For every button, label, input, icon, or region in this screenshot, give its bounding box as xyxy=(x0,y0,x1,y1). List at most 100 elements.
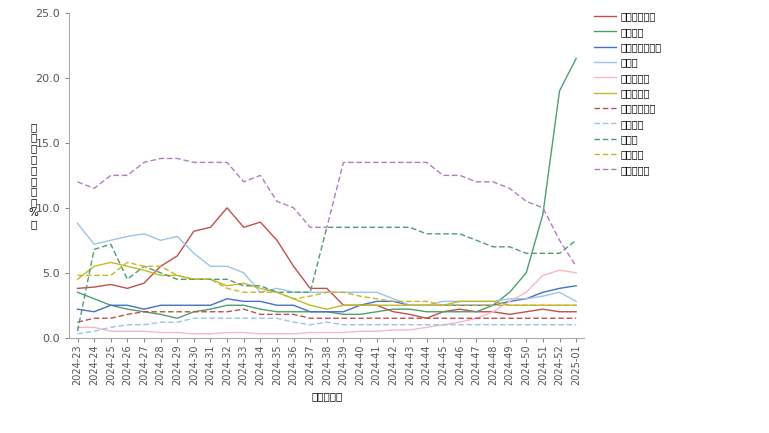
新型冠状病毒 xyxy=(73,286,82,291)
肺炎支原体 xyxy=(89,186,98,191)
普通冠状病毒 xyxy=(106,316,115,321)
流感病毒 xyxy=(272,309,281,314)
流感病毒 xyxy=(189,309,198,314)
新型冠状病毒 xyxy=(272,238,281,243)
副流感病毒 xyxy=(139,268,148,273)
肺炎支原体 xyxy=(521,199,531,204)
人偏肺病毒 xyxy=(189,331,198,336)
鼻病毒 xyxy=(123,277,132,282)
呼吸道合胞病毒 xyxy=(289,303,298,308)
博卡病毒 xyxy=(538,322,548,327)
腺病毒 xyxy=(438,299,448,304)
呼吸道合胞病毒 xyxy=(505,299,514,304)
肺炎支原体 xyxy=(372,160,381,165)
肠道病毒 xyxy=(355,294,365,299)
副流感病毒 xyxy=(521,303,531,308)
新型冠状病毒 xyxy=(455,307,464,312)
博卡病毒 xyxy=(571,322,581,327)
人偏肺病毒 xyxy=(206,331,215,336)
Line: 肺炎支原体: 肺炎支原体 xyxy=(78,158,576,266)
人偏肺病毒 xyxy=(472,316,481,321)
流感病毒 xyxy=(372,309,381,314)
副流感病毒 xyxy=(538,303,548,308)
肠道病毒 xyxy=(106,273,115,278)
腺病毒 xyxy=(355,290,365,295)
博卡病毒 xyxy=(438,322,448,327)
呼吸道合胞病毒 xyxy=(555,286,564,291)
肺炎支原体 xyxy=(256,173,265,178)
流感病毒 xyxy=(139,309,148,314)
腺病毒 xyxy=(73,221,82,226)
腺病毒 xyxy=(472,299,481,304)
人偏肺病毒 xyxy=(372,329,381,334)
Text: 核
酸
检
测
阳
性
率
（
%
）: 核 酸 检 测 阳 性 率 （ % ） xyxy=(28,122,38,229)
鼻病毒 xyxy=(521,251,531,256)
人偏肺病毒 xyxy=(339,330,348,335)
流感病毒 xyxy=(106,303,115,308)
普通冠状病毒 xyxy=(538,316,548,321)
博卡病毒 xyxy=(239,316,248,321)
人偏肺病毒 xyxy=(538,273,548,278)
腺病毒 xyxy=(488,299,498,304)
呼吸道合胞病毒 xyxy=(222,296,231,301)
副流感病毒 xyxy=(89,264,98,269)
呼吸道合胞病毒 xyxy=(156,303,165,308)
肺炎支原体 xyxy=(172,156,181,161)
呼吸道合胞病毒 xyxy=(438,303,448,308)
肺炎支原体 xyxy=(73,179,82,184)
腺病毒 xyxy=(89,242,98,247)
流感病毒 xyxy=(222,303,231,308)
博卡病毒 xyxy=(305,322,315,327)
腺病毒 xyxy=(289,290,298,295)
人偏肺病毒 xyxy=(305,330,315,335)
呼吸道合胞病毒 xyxy=(272,303,281,308)
肠道病毒 xyxy=(189,277,198,282)
腺病毒 xyxy=(256,290,265,295)
人偏肺病毒 xyxy=(455,320,464,325)
肠道病毒 xyxy=(405,299,414,304)
新型冠状病毒 xyxy=(488,309,498,314)
博卡病毒 xyxy=(272,316,281,321)
新型冠状病毒 xyxy=(521,309,531,314)
肠道病毒 xyxy=(322,290,331,295)
流感病毒 xyxy=(289,309,298,314)
肺炎支原体 xyxy=(339,160,348,165)
普通冠状病毒 xyxy=(355,316,365,321)
普通冠状病毒 xyxy=(422,316,431,321)
新型冠状病毒 xyxy=(505,312,514,317)
腺病毒 xyxy=(455,299,464,304)
新型冠状病毒 xyxy=(438,309,448,314)
流感病毒 xyxy=(172,316,181,321)
博卡病毒 xyxy=(189,316,198,321)
普通冠状病毒 xyxy=(339,316,348,321)
肠道病毒 xyxy=(289,296,298,301)
呼吸道合胞病毒 xyxy=(239,299,248,304)
腺病毒 xyxy=(123,234,132,239)
流感病毒 xyxy=(256,307,265,312)
肠道病毒 xyxy=(256,290,265,295)
人偏肺病毒 xyxy=(555,268,564,273)
副流感病毒 xyxy=(455,299,464,304)
博卡病毒 xyxy=(73,331,82,336)
副流感病毒 xyxy=(555,303,564,308)
副流感病毒 xyxy=(73,277,82,282)
腺病毒 xyxy=(538,294,548,299)
鼻病毒 xyxy=(322,225,331,230)
鼻病毒 xyxy=(455,231,464,236)
普通冠状病毒 xyxy=(73,320,82,325)
肺炎支原体 xyxy=(106,173,115,178)
肺炎支原体 xyxy=(272,199,281,204)
鼻病毒 xyxy=(405,225,414,230)
腺病毒 xyxy=(388,296,398,301)
呼吸道合胞病毒 xyxy=(538,290,548,295)
博卡病毒 xyxy=(289,320,298,325)
肠道病毒 xyxy=(139,264,148,269)
流感病毒 xyxy=(571,56,581,61)
肺炎支原体 xyxy=(472,179,481,184)
博卡病毒 xyxy=(139,322,148,327)
新型冠状病毒 xyxy=(538,307,548,312)
肺炎支原体 xyxy=(206,160,215,165)
腺病毒 xyxy=(322,290,331,295)
肺炎支原体 xyxy=(405,160,414,165)
博卡病毒 xyxy=(206,316,215,321)
